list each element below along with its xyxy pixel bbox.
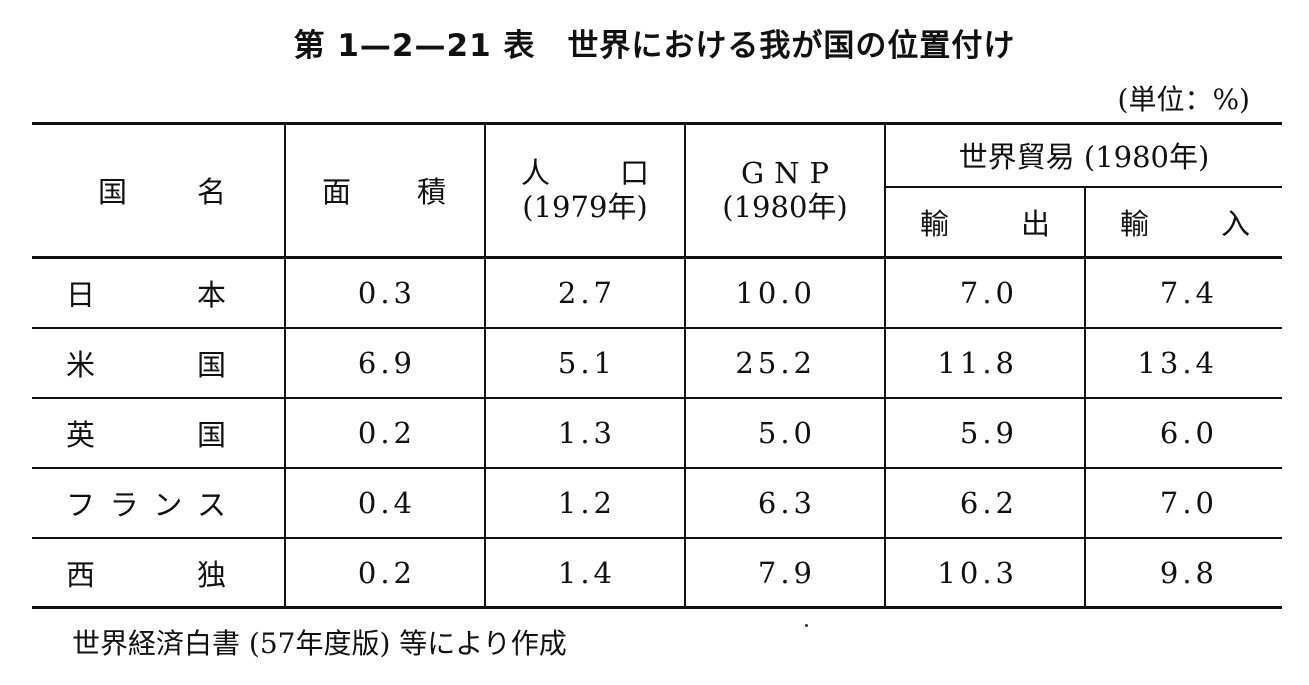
header-imports-char: 入 bbox=[1220, 207, 1250, 241]
header-bottom-rule bbox=[32, 256, 1282, 259]
row-population: 1.2 bbox=[557, 486, 616, 520]
unit-label: (単位：%) bbox=[1117, 83, 1250, 116]
country-char: 独 bbox=[196, 557, 226, 592]
row-gnp: 7.9 bbox=[757, 555, 816, 590]
row-country: 米 国 bbox=[66, 329, 226, 397]
row-imports: 9.8 bbox=[1159, 555, 1218, 590]
country-char: 英 bbox=[66, 418, 96, 452]
source-note: 世界経済白書 (57年度版) 等により作成 bbox=[72, 627, 567, 660]
row-population: 5.1 bbox=[557, 346, 616, 380]
row-rule bbox=[32, 537, 1282, 539]
header-gnp: GNP (1980年) bbox=[686, 124, 884, 256]
row-imports: 6.0 bbox=[1159, 416, 1218, 450]
row-exports: 11.8 bbox=[937, 346, 1018, 380]
row-rule bbox=[32, 467, 1282, 469]
header-population-year: (1979年) bbox=[522, 190, 648, 224]
country-char: 西 bbox=[66, 557, 96, 592]
header-exports-char: 出 bbox=[1020, 207, 1050, 241]
country-char: ン bbox=[153, 488, 183, 522]
row-area: 6.9 bbox=[357, 346, 416, 380]
row-rule bbox=[32, 327, 1282, 329]
country-char: フ bbox=[66, 488, 96, 522]
table-bottom-rule bbox=[32, 606, 1282, 609]
row-area: 0.2 bbox=[357, 555, 416, 590]
header-population-line1: 人 口 bbox=[521, 156, 649, 190]
header-gnp-label: GNP bbox=[740, 156, 840, 190]
scan-speck bbox=[805, 624, 808, 627]
country-char: 国 bbox=[196, 418, 226, 452]
country-char: 日 bbox=[66, 278, 96, 312]
trade-subheader-rule bbox=[884, 186, 1282, 188]
header-country-char: 名 bbox=[196, 175, 226, 209]
header-trade: 世界貿易 (1980年) bbox=[958, 140, 1210, 174]
row-exports: 5.9 bbox=[959, 416, 1018, 450]
table-title: 第 1—2—21 表 世界における我が国の位置付け bbox=[293, 28, 1016, 64]
row-country: 英 国 bbox=[66, 399, 226, 467]
header-country-char: 国 bbox=[98, 175, 128, 209]
row-imports: 7.0 bbox=[1159, 486, 1218, 520]
header-country: 国 名 bbox=[98, 124, 226, 256]
column-divider bbox=[284, 123, 286, 608]
row-exports: 7.0 bbox=[959, 276, 1018, 310]
country-char: ス bbox=[196, 488, 226, 522]
row-population: 2.7 bbox=[557, 276, 616, 310]
row-area: 0.2 bbox=[357, 416, 416, 450]
column-divider bbox=[484, 123, 486, 608]
country-char: 本 bbox=[196, 278, 226, 312]
row-exports: 6.2 bbox=[959, 486, 1018, 520]
row-exports: 10.3 bbox=[937, 555, 1018, 590]
column-divider bbox=[884, 123, 886, 608]
header-area: 面 積 bbox=[322, 124, 446, 256]
row-gnp: 5.0 bbox=[757, 416, 816, 450]
row-imports: 13.4 bbox=[1137, 346, 1218, 380]
row-population: 1.4 bbox=[557, 555, 616, 590]
header-area-char: 積 bbox=[416, 175, 446, 209]
country-char: 米 bbox=[66, 348, 96, 382]
row-country: 西 独 bbox=[66, 539, 226, 606]
header-gnp-year: (1980年) bbox=[722, 190, 848, 224]
row-gnp: 6.3 bbox=[757, 486, 816, 520]
country-char: ラ bbox=[109, 488, 139, 522]
header-population-char: 口 bbox=[619, 156, 649, 190]
row-country: 日 本 bbox=[66, 259, 226, 327]
row-imports: 7.4 bbox=[1159, 276, 1218, 310]
header-area-char: 面 bbox=[322, 175, 352, 209]
row-country: フ ラ ン ス bbox=[66, 469, 226, 537]
column-divider bbox=[684, 123, 686, 608]
header-imports: 輸 入 bbox=[1120, 188, 1250, 256]
row-gnp: 25.2 bbox=[735, 346, 816, 380]
header-population-char: 人 bbox=[521, 156, 551, 190]
header-population: 人 口 (1979年) bbox=[486, 124, 684, 256]
country-char: 国 bbox=[196, 348, 226, 382]
header-imports-char: 輸 bbox=[1120, 207, 1150, 241]
row-area: 0.4 bbox=[357, 486, 416, 520]
row-rule bbox=[32, 397, 1282, 399]
row-gnp: 10.0 bbox=[735, 276, 816, 310]
row-area: 0.3 bbox=[357, 276, 416, 310]
header-exports: 輸 出 bbox=[920, 188, 1050, 256]
table-top-rule bbox=[32, 122, 1282, 125]
row-population: 1.3 bbox=[557, 416, 616, 450]
header-exports-char: 輸 bbox=[920, 207, 950, 241]
column-divider bbox=[1084, 187, 1086, 608]
